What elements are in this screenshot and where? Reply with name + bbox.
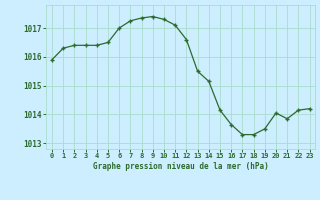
X-axis label: Graphe pression niveau de la mer (hPa): Graphe pression niveau de la mer (hPa) <box>93 162 269 171</box>
